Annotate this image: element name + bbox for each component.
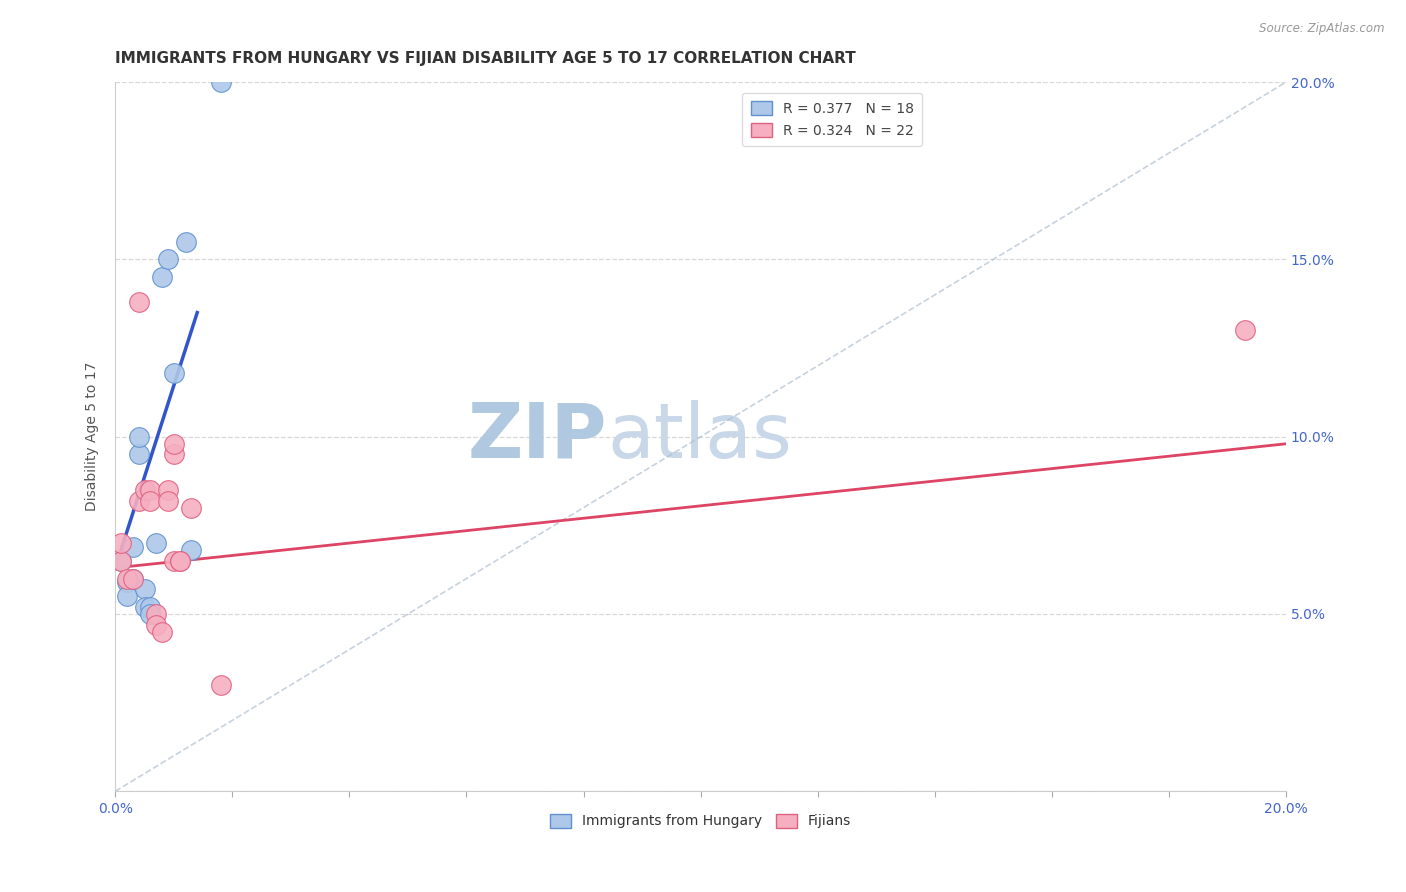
Point [163, 447, 186, 461]
Point [139, 483, 162, 497]
Point [163, 437, 186, 451]
Y-axis label: Disability Age 5 to 17: Disability Age 5 to 17 [86, 362, 100, 511]
Point [209, 75, 232, 89]
Text: ZIP: ZIP [467, 400, 607, 474]
Point [134, 483, 156, 497]
Point [150, 270, 173, 285]
Legend: Immigrants from Hungary, Fijians: Immigrants from Hungary, Fijians [544, 808, 856, 834]
Point [169, 554, 191, 568]
Point [180, 500, 202, 515]
Point [121, 572, 143, 586]
Point [180, 543, 202, 558]
Point [128, 295, 150, 310]
Point [128, 493, 150, 508]
Point [110, 554, 132, 568]
Point [156, 252, 179, 267]
Point [115, 589, 138, 603]
Point [145, 617, 167, 632]
Point [174, 235, 197, 249]
Point [128, 430, 150, 444]
Point [156, 493, 179, 508]
Point [156, 483, 179, 497]
Point [115, 575, 138, 590]
Point [169, 554, 191, 568]
Point [134, 599, 156, 614]
Point [145, 536, 167, 550]
Point [163, 366, 186, 380]
Point [150, 624, 173, 639]
Point [128, 447, 150, 461]
Text: Source: ZipAtlas.com: Source: ZipAtlas.com [1260, 22, 1385, 36]
Text: IMMIGRANTS FROM HUNGARY VS FIJIAN DISABILITY AGE 5 TO 17 CORRELATION CHART: IMMIGRANTS FROM HUNGARY VS FIJIAN DISABI… [115, 51, 856, 66]
Point [134, 582, 156, 596]
Point [121, 572, 143, 586]
Point [110, 554, 132, 568]
Point [209, 678, 232, 692]
Point [145, 607, 167, 621]
Point [139, 599, 162, 614]
Point [115, 572, 138, 586]
Point [121, 540, 143, 554]
Point [1234, 323, 1257, 337]
Point [139, 607, 162, 621]
Point [110, 536, 132, 550]
Point [163, 554, 186, 568]
Text: atlas: atlas [607, 400, 792, 474]
Point [139, 493, 162, 508]
